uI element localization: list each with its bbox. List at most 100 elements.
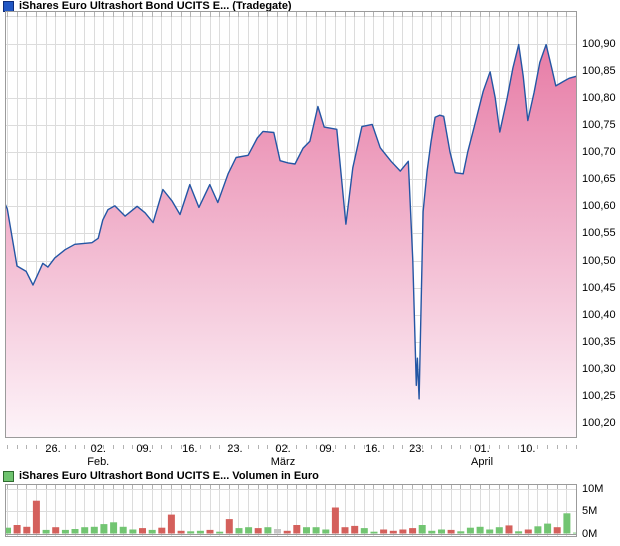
price-y-axis-label: 100,35	[582, 336, 616, 348]
price-area-fill	[5, 44, 577, 438]
volume-bar	[196, 530, 204, 534]
price-y-axis-label: 100,45	[582, 282, 616, 294]
volume-bar	[515, 531, 523, 534]
price-y-axis-label: 100,25	[582, 390, 616, 402]
volume-bar	[331, 507, 339, 534]
volume-bar	[447, 529, 455, 534]
price-y-axis-label: 100,65	[582, 173, 616, 185]
volume-bar	[148, 529, 156, 534]
volume-bar	[32, 500, 40, 534]
price-line	[4, 43, 578, 400]
price-y-axis-label: 100,80	[582, 92, 616, 104]
x-axis-day-label: 16.	[365, 443, 381, 455]
volume-bar	[81, 527, 89, 534]
volume-bar	[544, 523, 552, 534]
x-axis-day-label: 23.	[227, 443, 243, 455]
price-y-axis-label: 100,55	[582, 227, 616, 239]
price-y-axis-label: 100,85	[582, 65, 616, 77]
volume-bar	[177, 530, 185, 534]
x-axis-tick-strip	[5, 438, 577, 449]
volume-bar	[139, 528, 146, 534]
volume-bar	[476, 526, 484, 534]
x-axis-month-label: März	[270, 456, 296, 468]
volume-bar	[71, 529, 79, 534]
volume-bar	[4, 527, 11, 534]
price-top-day-ticks	[7, 12, 577, 17]
volume-bar	[293, 525, 301, 534]
x-axis-day-label: 02.	[275, 443, 291, 455]
x-axis-day-label: 01.	[474, 443, 490, 455]
volume-bar	[110, 522, 118, 534]
volume-bar	[322, 529, 330, 534]
volume-bar	[312, 527, 320, 534]
x-axis-day-label: 23.	[409, 443, 425, 455]
volume-bar	[216, 531, 224, 534]
price-y-axis-label: 100,30	[582, 363, 616, 375]
price-plot-border	[5, 11, 577, 438]
volume-bar	[61, 529, 69, 534]
price-chart-canvas	[4, 11, 578, 438]
volume-bar	[23, 526, 31, 534]
volume-chart-title-row: iShares Euro Ultrashort Bond UCITS E... …	[3, 470, 319, 482]
volume-bars	[4, 500, 580, 534]
volume-bar	[563, 513, 571, 534]
volume-y-axis-label: 5M	[582, 505, 598, 517]
volume-bar	[225, 519, 233, 534]
price-y-axis-label: 100,40	[582, 309, 616, 321]
x-axis-labels: 26. 02. 09. 16. 23. 02. 09. 16. 23. 01. 10. Feb. Mär…	[5, 443, 577, 470]
volume-bar	[167, 514, 175, 534]
volume-plot-border	[5, 484, 577, 537]
volume-bar	[438, 529, 445, 534]
volume-bar	[399, 529, 407, 534]
x-axis-day-label: 09.	[136, 443, 152, 455]
x-axis-day-label: 10.	[520, 443, 536, 455]
volume-bar	[206, 529, 214, 534]
volume-bar	[254, 528, 262, 534]
price-legend-swatch-icon	[3, 0, 14, 12]
price-y-axis-label: 100,75	[582, 119, 616, 131]
price-y-axis-label: 100,50	[582, 255, 616, 267]
volume-bar	[428, 530, 436, 534]
volume-bar	[505, 525, 513, 534]
volume-bar	[158, 527, 166, 534]
volume-bar	[553, 527, 561, 534]
price-y-axis: 100,90 100,85 100,80 100,75 100,70 100,65 100,…	[581, 11, 619, 438]
volume-bar	[495, 527, 503, 534]
volume-bar	[486, 529, 494, 534]
volume-bar	[351, 525, 359, 534]
volume-bar	[409, 528, 417, 534]
volume-bar	[235, 528, 243, 534]
x-axis-month-label: April	[471, 456, 494, 468]
volume-bar	[283, 530, 291, 534]
volume-bar	[341, 527, 349, 534]
volume-bar	[524, 529, 532, 534]
price-y-axis-label: 100,90	[582, 38, 616, 50]
volume-top-day-ticks	[7, 485, 577, 489]
volume-bar	[534, 526, 542, 534]
x-axis-day-label: 09.	[319, 443, 335, 455]
x-axis-day-label: 26.	[45, 443, 61, 455]
volume-bar	[380, 529, 388, 534]
price-chart-title: iShares Euro Ultrashort Bond UCITS E... …	[19, 0, 292, 12]
x-axis-ticks-svg	[7, 445, 577, 449]
volume-bar	[119, 526, 127, 534]
volume-bar	[52, 527, 60, 534]
volume-bar	[466, 527, 474, 534]
volume-bar	[187, 531, 195, 534]
volume-bar	[370, 531, 378, 534]
volume-bar	[274, 529, 281, 534]
volume-y-axis: 10M 5M 0M	[581, 483, 619, 544]
volume-bar	[389, 530, 397, 534]
volume-bar	[303, 527, 310, 534]
volume-bar	[264, 527, 272, 534]
volume-bar	[90, 526, 98, 534]
volume-bar	[360, 528, 368, 534]
x-axis-day-ticks	[7, 445, 577, 449]
price-chart-svg	[4, 11, 578, 438]
volume-chart-title: iShares Euro Ultrashort Bond UCITS E... …	[19, 470, 319, 482]
volume-bar	[13, 525, 21, 534]
volume-bar	[42, 529, 50, 534]
volume-bar	[100, 524, 108, 534]
volume-bar	[418, 525, 426, 534]
